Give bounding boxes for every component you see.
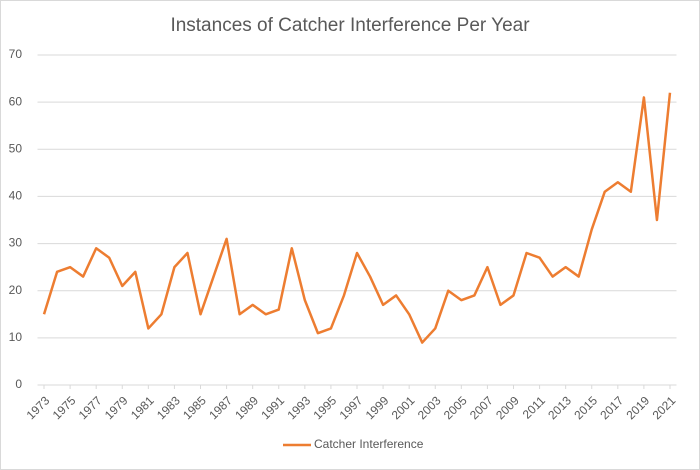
y-tick-label: 70 xyxy=(9,47,23,61)
y-tick-label: 50 xyxy=(9,141,23,155)
y-tick-label: 20 xyxy=(9,283,23,297)
y-tick-label: 40 xyxy=(9,189,23,203)
y-tick-label: 30 xyxy=(9,236,23,250)
chart-title: Instances of Catcher Interference Per Ye… xyxy=(170,15,530,36)
data-line xyxy=(42,92,672,344)
y-tick-label: 0 xyxy=(15,377,22,391)
legend-label: Catcher Interference xyxy=(314,437,424,451)
y-tick-label: 60 xyxy=(9,94,23,108)
y-tick-label: 10 xyxy=(9,330,23,344)
